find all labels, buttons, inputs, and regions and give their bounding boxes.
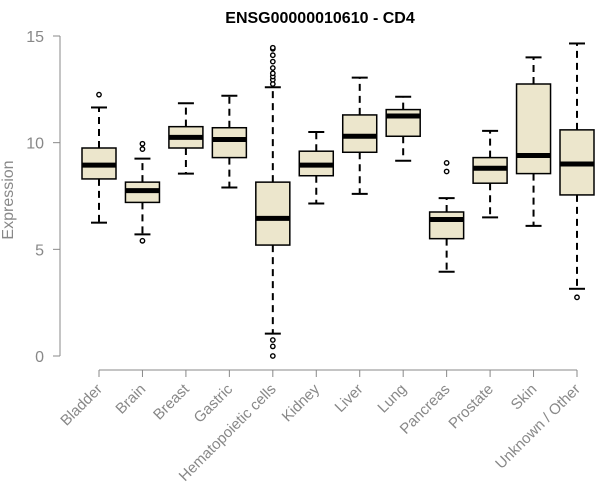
- outlier-point: [443, 160, 450, 166]
- chart-title: ENSG00000010610 - CD4: [225, 10, 415, 27]
- y-axis: 0 5 10 15: [26, 29, 61, 366]
- box-unknown-other: [559, 42, 595, 301]
- y-tick-label: 5: [35, 242, 44, 259]
- outlier-point: [139, 140, 146, 147]
- iqr-box: [211, 126, 248, 159]
- box-kidney: [298, 131, 335, 205]
- iqr-box: [515, 83, 552, 175]
- x-tick-label: Lung: [374, 381, 410, 417]
- box-liver: [341, 76, 378, 195]
- x-tick-label: Brain: [112, 381, 149, 418]
- boxes: [81, 42, 595, 359]
- outlier-point: [443, 168, 450, 175]
- box-bladder: [81, 91, 117, 224]
- box-pancreas: [428, 160, 465, 273]
- outlier-point: [139, 237, 146, 244]
- box-breast: [168, 102, 204, 175]
- y-axis-label: Expression: [0, 160, 17, 239]
- box-hematopoietic-cells: [255, 44, 291, 359]
- box-skin: [515, 56, 552, 227]
- outlier-point: [96, 91, 102, 98]
- outlier-point: [269, 52, 276, 59]
- outlier-point: [269, 44, 276, 51]
- x-tick-label: Prostate: [445, 381, 497, 433]
- outlier-point: [269, 65, 276, 71]
- outlier-point: [269, 343, 276, 350]
- box-brain: [124, 140, 161, 244]
- x-tick-label: Bladder: [57, 381, 106, 430]
- x-tick-label: Kidney: [279, 380, 324, 425]
- y-tick-label: 10: [26, 136, 44, 153]
- outlier-point: [269, 353, 276, 359]
- box-gastric: [211, 94, 248, 189]
- iqr-box: [255, 181, 291, 246]
- outlier-point: [269, 70, 276, 77]
- outlier-point: [269, 58, 276, 65]
- y-tick-label: 0: [35, 349, 44, 366]
- x-tick-label: Skin: [508, 381, 541, 414]
- box-lung: [385, 95, 421, 162]
- x-tick-label: Liver: [332, 381, 367, 416]
- iqr-box: [341, 114, 378, 154]
- iqr-box: [428, 211, 465, 240]
- outlier-point: [269, 337, 276, 343]
- box-prostate: [472, 129, 508, 219]
- x-tick-label: Breast: [150, 380, 193, 423]
- y-tick-label: 15: [26, 29, 44, 46]
- outlier-point: [574, 294, 580, 301]
- outlier-point: [139, 146, 146, 152]
